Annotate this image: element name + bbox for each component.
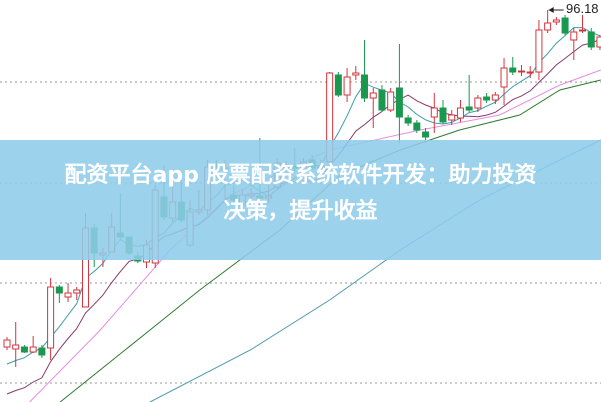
candle-down [422, 131, 430, 138]
candle-up [474, 97, 482, 109]
candle-down [587, 31, 595, 48]
candle-up [448, 114, 456, 121]
candle-down [561, 17, 569, 34]
candle-up [570, 31, 578, 41]
banner-title: 配资平台app 股票配资系统软件开发：助力投资 决策，提升收益 [0, 158, 601, 230]
candle-up [535, 29, 543, 73]
candle-up [343, 76, 351, 96]
candle-up [12, 344, 20, 350]
banner-title-line1: 配资平台app 股票配资系统软件开发：助力投资 [64, 163, 537, 188]
high-price-label: 96.18 [566, 1, 599, 16]
high-marker-arrow-icon [548, 7, 554, 13]
candle-down [361, 74, 369, 99]
candle-up [491, 94, 499, 101]
candle-down [439, 107, 447, 123]
title-banner [0, 140, 601, 260]
candle-up [579, 29, 587, 32]
candle-up [517, 70, 525, 73]
candle-down [55, 286, 63, 294]
candle-down [509, 67, 517, 73]
candle-up [552, 19, 560, 23]
candle-down [483, 96, 491, 101]
candle-down [395, 87, 403, 118]
candle-down [465, 106, 473, 111]
candle-up [526, 71, 534, 74]
candle-up [73, 289, 81, 294]
candle-down [20, 346, 28, 353]
candle-up [64, 292, 72, 298]
candle-up [430, 107, 438, 118]
candle-up [500, 67, 508, 88]
candle-up [544, 22, 552, 31]
candle-up [456, 107, 464, 119]
candle-up [369, 92, 377, 99]
candle-up [29, 346, 37, 353]
candle-up [352, 72, 360, 76]
candle-down [334, 74, 342, 96]
candle-down [413, 122, 421, 131]
candle-down [404, 117, 412, 124]
candle-down [378, 89, 386, 111]
candle-up [596, 36, 601, 48]
candle-up [3, 339, 11, 348]
candle-up [387, 91, 395, 111]
banner-title-line2: 决策，提升收益 [223, 199, 378, 224]
candle-down [38, 347, 46, 356]
candle-up [47, 286, 55, 349]
